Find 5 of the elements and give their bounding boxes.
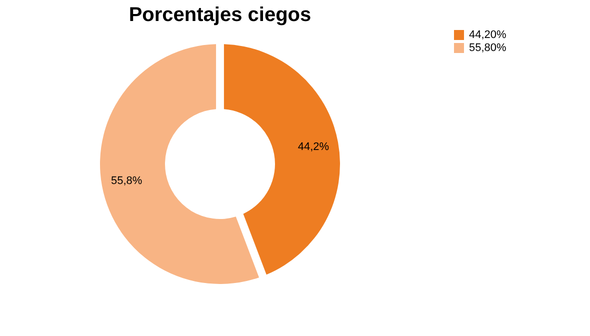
chart-title: Porcentajes ciegos — [128, 4, 312, 26]
legend-label: 44,20% — [469, 29, 507, 41]
data-label: 44,2% — [298, 140, 330, 153]
data-label: 55,8% — [110, 175, 142, 188]
legend-label: 55,80% — [469, 42, 507, 54]
